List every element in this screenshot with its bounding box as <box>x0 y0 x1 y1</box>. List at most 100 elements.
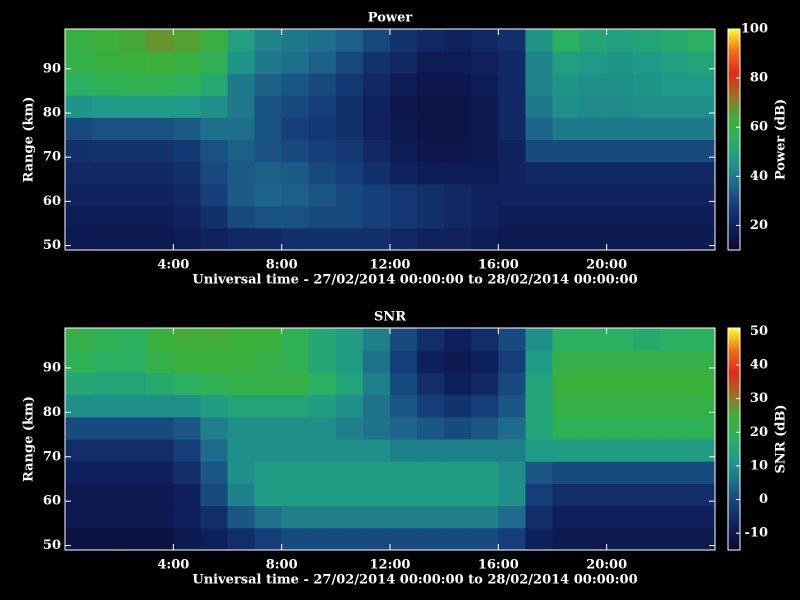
heatmap-cell <box>660 51 689 74</box>
heatmap-cell <box>200 227 228 251</box>
heatmap-cell <box>335 51 364 74</box>
heatmap-cell <box>146 139 174 163</box>
heatmap-cell <box>633 227 662 251</box>
colorbar-tick-label: 50 <box>750 324 768 339</box>
heatmap-cell <box>308 350 337 373</box>
heatmap-cell <box>173 29 201 52</box>
heatmap-cell <box>146 73 174 96</box>
heatmap-cell <box>498 328 526 351</box>
heatmap-cell <box>281 328 310 351</box>
heatmap-cell <box>281 483 310 507</box>
heatmap-cell <box>444 461 472 484</box>
heatmap-cell <box>335 161 364 185</box>
heatmap-cell <box>417 29 445 52</box>
heatmap-cell <box>65 51 93 74</box>
colorbar-tick-label: 100 <box>741 22 768 37</box>
heatmap-cell <box>417 461 445 484</box>
heatmap-cell <box>498 29 526 52</box>
heatmap-cell <box>227 29 256 52</box>
heatmap-cell <box>362 527 391 551</box>
heatmap-cell <box>227 227 256 251</box>
heatmap-cell <box>254 483 283 507</box>
heatmap-cell <box>308 95 337 118</box>
x-tick-label: 12:00 <box>370 258 411 273</box>
heatmap-cell <box>471 95 499 118</box>
heatmap-cell <box>417 95 445 118</box>
heatmap-cell <box>390 372 418 396</box>
x-tick-label: 8:00 <box>266 558 298 573</box>
heatmap-cell <box>633 73 662 96</box>
heatmap-cell <box>498 51 526 74</box>
chart-title: SNR <box>374 310 406 325</box>
heatmap-cell <box>552 139 581 163</box>
y-tick-label: 60 <box>43 494 61 509</box>
heatmap-cell <box>254 328 283 351</box>
heatmap-cell <box>281 527 310 551</box>
heatmap-cell <box>417 205 445 229</box>
heatmap-cell <box>173 439 201 462</box>
heatmap-cell <box>173 416 201 440</box>
heatmap-cell <box>65 139 93 163</box>
heatmap-cell <box>146 51 174 74</box>
heatmap-cell <box>227 139 256 163</box>
heatmap-cell <box>200 439 228 462</box>
heatmap-cell <box>471 205 499 229</box>
heatmap-cell <box>687 51 716 74</box>
heatmap-cell <box>227 73 256 96</box>
heatmap-cell <box>525 505 553 529</box>
heatmap-cell <box>606 51 635 74</box>
heatmap-cell <box>65 95 93 118</box>
heatmap-cell <box>254 527 283 551</box>
heatmap-cell <box>92 205 120 229</box>
heatmap-cell <box>579 73 608 96</box>
heatmap-cell <box>65 205 93 229</box>
heatmap-cell <box>390 350 418 373</box>
heatmap-cell <box>525 183 553 207</box>
colorbar-tick-label: 40 <box>750 169 768 184</box>
heatmap-cell <box>173 227 201 251</box>
heatmap-cell <box>471 139 499 163</box>
heatmap-cell <box>390 527 418 551</box>
heatmap-cell <box>254 139 283 163</box>
heatmap-cell <box>444 51 472 74</box>
heatmap-cell <box>606 328 635 351</box>
heatmap-cell <box>362 51 391 74</box>
x-tick-label: 20:00 <box>586 258 627 273</box>
heatmap-cell <box>633 29 662 52</box>
heatmap-cell <box>579 139 608 163</box>
heatmap-cell <box>444 372 472 396</box>
heatmap-cell <box>606 527 635 551</box>
heatmap-cell <box>119 394 147 418</box>
heatmap-cell <box>390 95 418 118</box>
heatmap-cell <box>579 161 608 185</box>
heatmap-cell <box>92 73 120 96</box>
heatmap-cell <box>200 95 228 118</box>
heatmap-cell <box>687 416 716 440</box>
heatmap-cell <box>633 161 662 185</box>
colorbar-tick-label: 10 <box>750 458 768 473</box>
heatmap-cell <box>660 483 689 507</box>
heatmap-cell <box>254 227 283 251</box>
heatmap-cell <box>308 439 337 462</box>
heatmap-cell <box>471 483 499 507</box>
heatmap-cell <box>660 461 689 484</box>
y-tick-label: 50 <box>43 538 61 553</box>
heatmap-cell <box>390 73 418 96</box>
heatmap-cell <box>390 483 418 507</box>
heatmap-cell <box>173 161 201 185</box>
heatmap-cell <box>362 73 391 96</box>
heatmap-cell <box>362 350 391 373</box>
heatmap-cell <box>498 394 526 418</box>
heatmap-cell <box>417 350 445 373</box>
heatmap-cell <box>119 205 147 229</box>
heatmap-cell <box>227 416 256 440</box>
heatmap-cell <box>281 416 310 440</box>
heatmap-cell <box>146 117 174 140</box>
heatmap-cell <box>281 394 310 418</box>
heatmap-cell <box>254 117 283 140</box>
heatmap-cell <box>254 505 283 529</box>
heatmap-cell <box>660 394 689 418</box>
y-tick-label: 80 <box>43 405 61 420</box>
heatmap-cell <box>362 372 391 396</box>
heatmap-cell <box>281 29 310 52</box>
